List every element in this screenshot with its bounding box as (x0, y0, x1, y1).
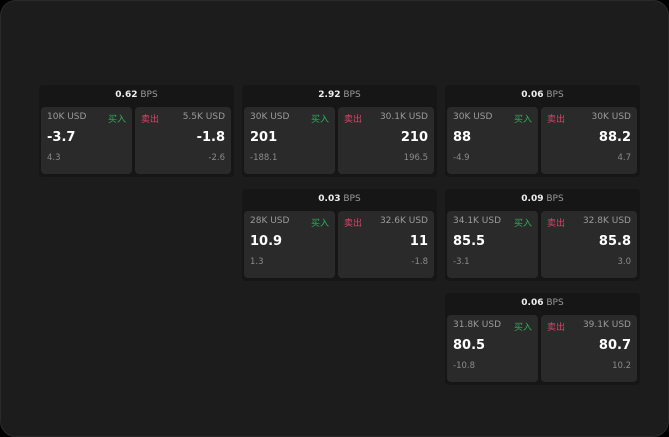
spread-value: 0.03 (318, 194, 341, 204)
sell-label: 卖出 (344, 219, 363, 229)
sell-button[interactable]: 卖出 39.1K USD 80.7 10.2 (541, 315, 637, 382)
spread-header: 0.03 BPS (242, 189, 437, 210)
buy-label: 买入 (513, 323, 532, 333)
spread-unit: BPS (546, 90, 564, 100)
spread-header: 0.09 BPS (445, 189, 640, 210)
buy-button[interactable]: 30K USD 买入 88 -4.9 (447, 107, 538, 174)
buy-label: 买入 (310, 219, 329, 229)
ask-size: 32.8K USD (582, 216, 631, 226)
quote-card: 0.06 BPS 30K USD 买入 88 -4.9 卖出 30K USD 88.… (445, 85, 640, 177)
spread-unit: BPS (343, 90, 361, 100)
buy-button[interactable]: 34.1K USD 买入 85.5 -3.1 (447, 211, 538, 278)
sell-button[interactable]: 卖出 30K USD 88.2 4.7 (541, 107, 637, 174)
sell-button[interactable]: 卖出 5.5K USD -1.8 -2.6 (135, 107, 231, 174)
buy-label: 买入 (513, 115, 532, 125)
sell-label: 卖出 (547, 323, 566, 333)
buy-button[interactable]: 31.8K USD 买入 80.5 -10.8 (447, 315, 538, 382)
ask-change: -1.8 (411, 257, 428, 267)
bid-change: -4.9 (453, 153, 470, 163)
bid-change: -3.1 (453, 257, 470, 267)
quote-card: 0.03 BPS 28K USD 买入 10.9 1.3 卖出 32.6K USD … (242, 189, 437, 281)
bid-size: 30K USD (453, 112, 493, 122)
spread-value: 0.62 (115, 90, 138, 100)
quote-card: 2.92 BPS 30K USD 买入 201 -188.1 卖出 30.1K US… (242, 85, 437, 177)
bid-price: -3.7 (47, 130, 76, 145)
spread-value: 0.06 (521, 298, 544, 308)
ask-change: -2.6 (208, 153, 225, 163)
bid-size: 10K USD (47, 112, 87, 122)
quote-card: 0.62 BPS 10K USD 买入 -3.7 4.3 卖出 5.5K USD -… (39, 85, 234, 177)
ask-price: 80.7 (598, 338, 631, 353)
sell-label: 卖出 (141, 115, 160, 125)
quote-card: 0.06 BPS 31.8K USD 买入 80.5 -10.8 卖出 39.1K … (445, 293, 640, 385)
bid-size: 28K USD (250, 216, 290, 226)
sell-label: 卖出 (547, 219, 566, 229)
spread-unit: BPS (140, 90, 158, 100)
bid-size: 31.8K USD (453, 320, 502, 330)
ask-size: 30.1K USD (379, 112, 428, 122)
spread-value: 0.09 (521, 194, 544, 204)
buy-label: 买入 (107, 115, 126, 125)
bid-price: 201 (250, 130, 278, 145)
quote-card: 0.09 BPS 34.1K USD 买入 85.5 -3.1 卖出 32.8K U… (445, 189, 640, 281)
buy-label: 买入 (513, 219, 532, 229)
spread-header: 0.06 BPS (445, 293, 640, 314)
sell-button[interactable]: 卖出 32.8K USD 85.8 3.0 (541, 211, 637, 278)
ask-change: 4.7 (617, 153, 631, 163)
spread-header: 0.62 BPS (39, 85, 234, 106)
buy-button[interactable]: 30K USD 买入 201 -188.1 (244, 107, 335, 174)
buy-label: 买入 (310, 115, 329, 125)
ask-price: 88.2 (598, 130, 631, 145)
ask-price: 85.8 (598, 234, 631, 249)
ask-price: 210 (400, 130, 428, 145)
bid-price: 80.5 (453, 338, 486, 353)
ask-price: 11 (409, 234, 428, 249)
spread-unit: BPS (546, 298, 564, 308)
bid-change: -10.8 (453, 361, 475, 371)
bid-price: 10.9 (250, 234, 283, 249)
ask-size: 39.1K USD (582, 320, 631, 330)
ask-change: 196.5 (403, 153, 428, 163)
sell-button[interactable]: 卖出 30.1K USD 210 196.5 (338, 107, 434, 174)
spread-header: 2.92 BPS (242, 85, 437, 106)
bid-size: 34.1K USD (453, 216, 502, 226)
spread-value: 0.06 (521, 90, 544, 100)
ask-change: 3.0 (617, 257, 631, 267)
spread-unit: BPS (343, 194, 361, 204)
bid-size: 30K USD (250, 112, 290, 122)
spread-header: 0.06 BPS (445, 85, 640, 106)
spread-value: 2.92 (318, 90, 341, 100)
bid-change: 4.3 (47, 153, 61, 163)
bid-change: -188.1 (250, 153, 278, 163)
spread-unit: BPS (546, 194, 564, 204)
bid-price: 85.5 (453, 234, 486, 249)
buy-button[interactable]: 28K USD 买入 10.9 1.3 (244, 211, 335, 278)
ask-change: 10.2 (612, 361, 631, 371)
sell-label: 卖出 (344, 115, 363, 125)
ask-price: -1.8 (196, 130, 225, 145)
bid-price: 88 (453, 130, 472, 145)
buy-button[interactable]: 10K USD 买入 -3.7 4.3 (41, 107, 132, 174)
ask-size: 5.5K USD (182, 112, 225, 122)
sell-button[interactable]: 卖出 32.6K USD 11 -1.8 (338, 211, 434, 278)
ask-size: 32.6K USD (379, 216, 428, 226)
ask-size: 30K USD (591, 112, 631, 122)
sell-label: 卖出 (547, 115, 566, 125)
bid-change: 1.3 (250, 257, 264, 267)
